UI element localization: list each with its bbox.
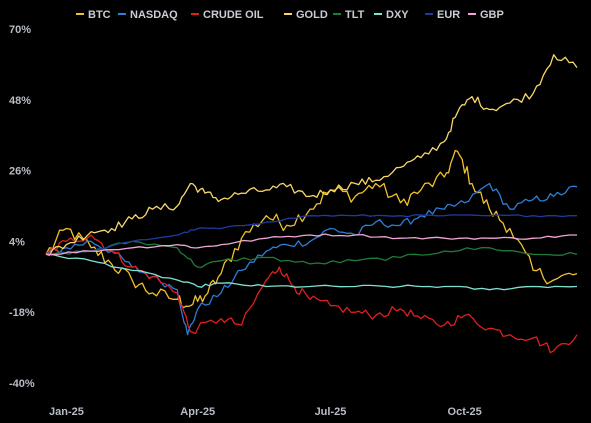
legend-item: DXY — [374, 9, 409, 21]
legend-item: NASDAQ — [118, 9, 178, 21]
y-tick-label: -18% — [9, 307, 35, 319]
legend-label: DXY — [386, 9, 409, 21]
series-line-btc — [45, 149, 578, 309]
series-line-dxy — [45, 253, 578, 291]
x-axis: Jan-25 Apr-25 Jul-25 Oct-25 — [49, 406, 482, 418]
legend: BTC NASDAQ CRUDE OIL GOLD TLT DXY EUR GBP — [76, 9, 504, 21]
series-line-gbp — [46, 233, 577, 255]
legend-label: CRUDE OIL — [203, 9, 264, 21]
y-tick-label: 26% — [9, 166, 31, 178]
x-tick-label: Apr-25 — [180, 406, 215, 418]
legend-item: EUR — [425, 9, 460, 21]
legend-item: TLT — [333, 9, 365, 21]
y-axis: 70% 48% 26% 4% -18% -40% — [9, 24, 35, 390]
x-tick-label: Oct-25 — [448, 406, 482, 418]
legend-item: GBP — [468, 9, 504, 21]
legend-item: GOLD — [284, 9, 328, 21]
series-line-crude-oil — [45, 234, 578, 354]
series-line-gold — [45, 54, 578, 256]
x-tick-label: Jan-25 — [49, 406, 84, 418]
y-tick-label: -40% — [9, 378, 35, 390]
y-tick-label: 4% — [9, 236, 25, 248]
series-line-nasdaq — [45, 182, 578, 336]
legend-label: GOLD — [296, 9, 328, 21]
y-tick-label: 70% — [9, 24, 31, 36]
series-line-tlt — [45, 240, 578, 268]
legend-label: EUR — [437, 9, 460, 21]
legend-label: GBP — [480, 9, 504, 21]
legend-item: BTC — [76, 9, 111, 21]
legend-label: BTC — [88, 9, 111, 21]
plot-area — [45, 54, 578, 354]
y-tick-label: 48% — [9, 95, 31, 107]
series-line-eur — [46, 214, 578, 255]
legend-label: NASDAQ — [130, 9, 178, 21]
x-tick-label: Jul-25 — [315, 406, 347, 418]
legend-item: CRUDE OIL — [191, 9, 264, 21]
legend-label: TLT — [345, 9, 365, 21]
